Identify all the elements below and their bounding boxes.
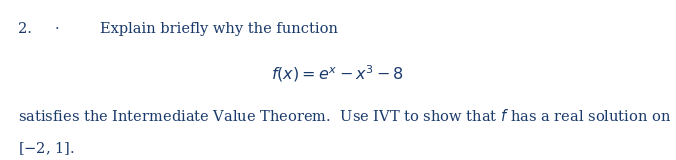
Text: $f(x) = e^{x} - x^3 - 8$: $f(x) = e^{x} - x^3 - 8$ [272,63,404,84]
Text: Explain briefly why the function: Explain briefly why the function [100,22,338,36]
Text: 2.: 2. [18,22,32,36]
Text: [$-$2, 1].: [$-$2, 1]. [18,140,75,157]
Text: ·: · [55,22,59,36]
Text: satisfies the Intermediate Value Theorem.  Use IVT to show that $f$ has a real s: satisfies the Intermediate Value Theorem… [18,108,671,124]
